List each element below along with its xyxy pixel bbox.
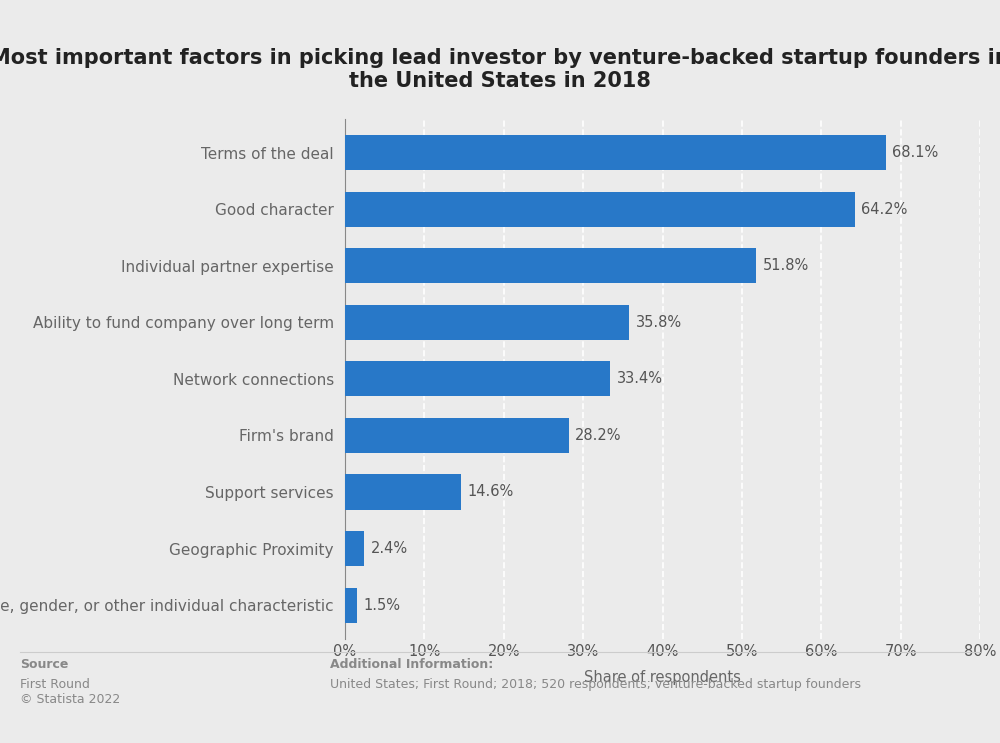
Text: 33.4%: 33.4% [616, 372, 662, 386]
Bar [345, 248, 756, 283]
Text: 14.6%: 14.6% [467, 484, 513, 499]
Text: Most important factors in picking lead investor by venture-backed startup founde: Most important factors in picking lead i… [0, 48, 1000, 91]
Bar [345, 361, 610, 397]
Bar [345, 475, 461, 510]
Text: First Round
© Statista 2022: First Round © Statista 2022 [20, 678, 120, 706]
Text: 35.8%: 35.8% [636, 315, 682, 330]
Text: 28.2%: 28.2% [575, 428, 622, 443]
Bar [345, 531, 364, 566]
Bar [345, 588, 357, 623]
Bar [345, 305, 629, 340]
X-axis label: Share of respondents: Share of respondents [584, 670, 741, 685]
Text: 51.8%: 51.8% [763, 259, 809, 273]
Text: 68.1%: 68.1% [892, 146, 938, 160]
Bar [345, 135, 886, 170]
Text: Source: Source [20, 658, 68, 670]
Text: United States; First Round; 2018; 520 respondents; venture-backed startup founde: United States; First Round; 2018; 520 re… [330, 678, 861, 690]
Text: Additional Information:: Additional Information: [330, 658, 493, 670]
Text: 2.4%: 2.4% [370, 541, 408, 556]
Bar [345, 418, 569, 453]
Text: 64.2%: 64.2% [861, 202, 907, 217]
Bar [345, 192, 855, 227]
Text: 1.5%: 1.5% [363, 597, 400, 612]
